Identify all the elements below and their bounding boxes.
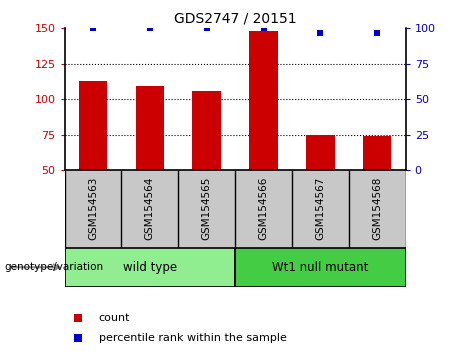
Text: genotype/variation: genotype/variation [5, 262, 104, 272]
Point [317, 30, 324, 35]
Text: GSM154563: GSM154563 [88, 176, 98, 240]
Bar [136, 86, 164, 170]
Bar [193, 91, 221, 170]
Point [75, 315, 82, 321]
Bar [306, 135, 335, 170]
Text: count: count [99, 313, 130, 323]
Point [373, 30, 381, 35]
Text: wild type: wild type [123, 261, 177, 274]
Point [146, 25, 154, 31]
Text: GSM154564: GSM154564 [145, 176, 155, 240]
Point [203, 25, 210, 31]
Title: GDS2747 / 20151: GDS2747 / 20151 [174, 12, 296, 26]
Text: Wt1 null mutant: Wt1 null mutant [272, 261, 369, 274]
Point [75, 335, 82, 341]
Text: GSM154568: GSM154568 [372, 176, 382, 240]
Bar [249, 31, 278, 170]
Point [260, 25, 267, 31]
Bar [235, 248, 406, 287]
Text: GSM154565: GSM154565 [201, 176, 212, 240]
Bar [79, 81, 107, 170]
Text: percentile rank within the sample: percentile rank within the sample [99, 333, 287, 343]
Bar [65, 248, 235, 287]
Text: GSM154567: GSM154567 [315, 176, 325, 240]
Text: GSM154566: GSM154566 [259, 176, 269, 240]
Point [89, 25, 97, 31]
Bar [363, 136, 391, 170]
